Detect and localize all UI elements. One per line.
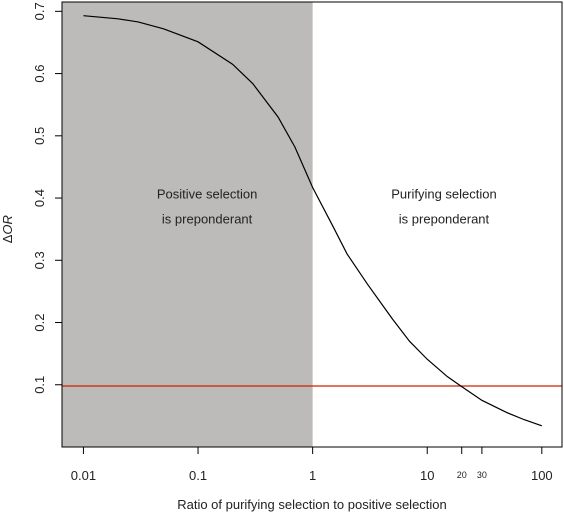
x-tick-label: 20	[457, 470, 467, 480]
x-tick-label: 0.01	[71, 468, 96, 483]
y-tick-label: 0.2	[32, 313, 47, 331]
x-tick-label: 10	[420, 468, 434, 483]
y-tick-label: 0.5	[32, 127, 47, 145]
y-axis-label-delta: Δ	[0, 234, 15, 243]
annotation-1-line-2: is preponderant	[162, 211, 253, 226]
annotation-2-line-2: is preponderant	[399, 211, 490, 226]
y-axis-label-or: OR	[0, 215, 15, 235]
x-tick-label: 100	[531, 468, 553, 483]
y-tick-label: 0.1	[32, 376, 47, 394]
x-axis-label: Ratio of purifying selection to positive…	[177, 497, 447, 512]
annotation-2-line-1: Purifying selection	[391, 186, 497, 201]
y-tick-label: 0.4	[32, 189, 47, 207]
y-axis-label: ΔOR	[0, 215, 15, 243]
y-tick-label: 0.6	[32, 65, 47, 83]
shaded-region	[62, 2, 313, 447]
x-tick-label: 1	[309, 468, 316, 483]
series-line-1	[83, 15, 543, 427]
annotation-1-line-1: Positive selection	[157, 186, 257, 201]
x-tick-label: 30	[477, 470, 487, 480]
y-tick-label: 0.7	[32, 2, 47, 20]
x-tick-label: 0.1	[189, 468, 207, 483]
plot-frame	[61, 1, 563, 448]
y-tick-label: 0.3	[32, 251, 47, 269]
